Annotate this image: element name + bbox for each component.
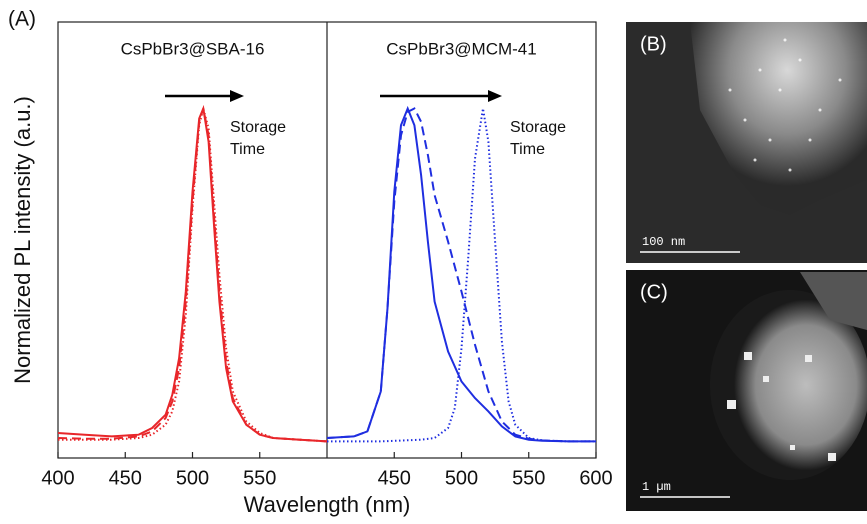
annotation: Storage (510, 119, 566, 136)
image-b (626, 22, 867, 263)
x-tick-label: 600 (579, 467, 612, 489)
annotation: Time (230, 141, 265, 158)
data-line (58, 108, 328, 443)
data-line (326, 107, 596, 443)
annotation: Time (510, 141, 545, 158)
data-line (327, 108, 596, 443)
x-tick-label: 450 (378, 467, 411, 489)
chart-title: CsPbBr3@MCM-41 (386, 39, 536, 58)
data-line (57, 104, 328, 443)
image-label: (B) (640, 33, 667, 55)
panel-label: (A) (8, 8, 36, 31)
x-tick-label: 450 (109, 467, 142, 489)
x-axis-label: Wavelength (nm) (244, 492, 411, 517)
data-line (326, 105, 596, 443)
arrows (165, 90, 502, 102)
image-c (626, 270, 867, 511)
x-tick-label: 400 (41, 467, 74, 489)
scale-bar-label: 100 nm (642, 235, 685, 249)
annotation: Storage (230, 119, 286, 136)
data-line (57, 108, 328, 443)
chart-title: CsPbBr3@SBA-16 (121, 39, 265, 58)
x-tick-label: 500 (176, 467, 209, 489)
x-tick-label: 550 (512, 467, 545, 489)
image-label: (C) (640, 281, 668, 303)
scale-bar-label: 1 µm (642, 480, 671, 494)
y-axis-label: Normalized PL intensity (a.u.) (10, 96, 35, 384)
x-tick-label: 500 (445, 467, 478, 489)
x-tick-label: 550 (243, 467, 276, 489)
